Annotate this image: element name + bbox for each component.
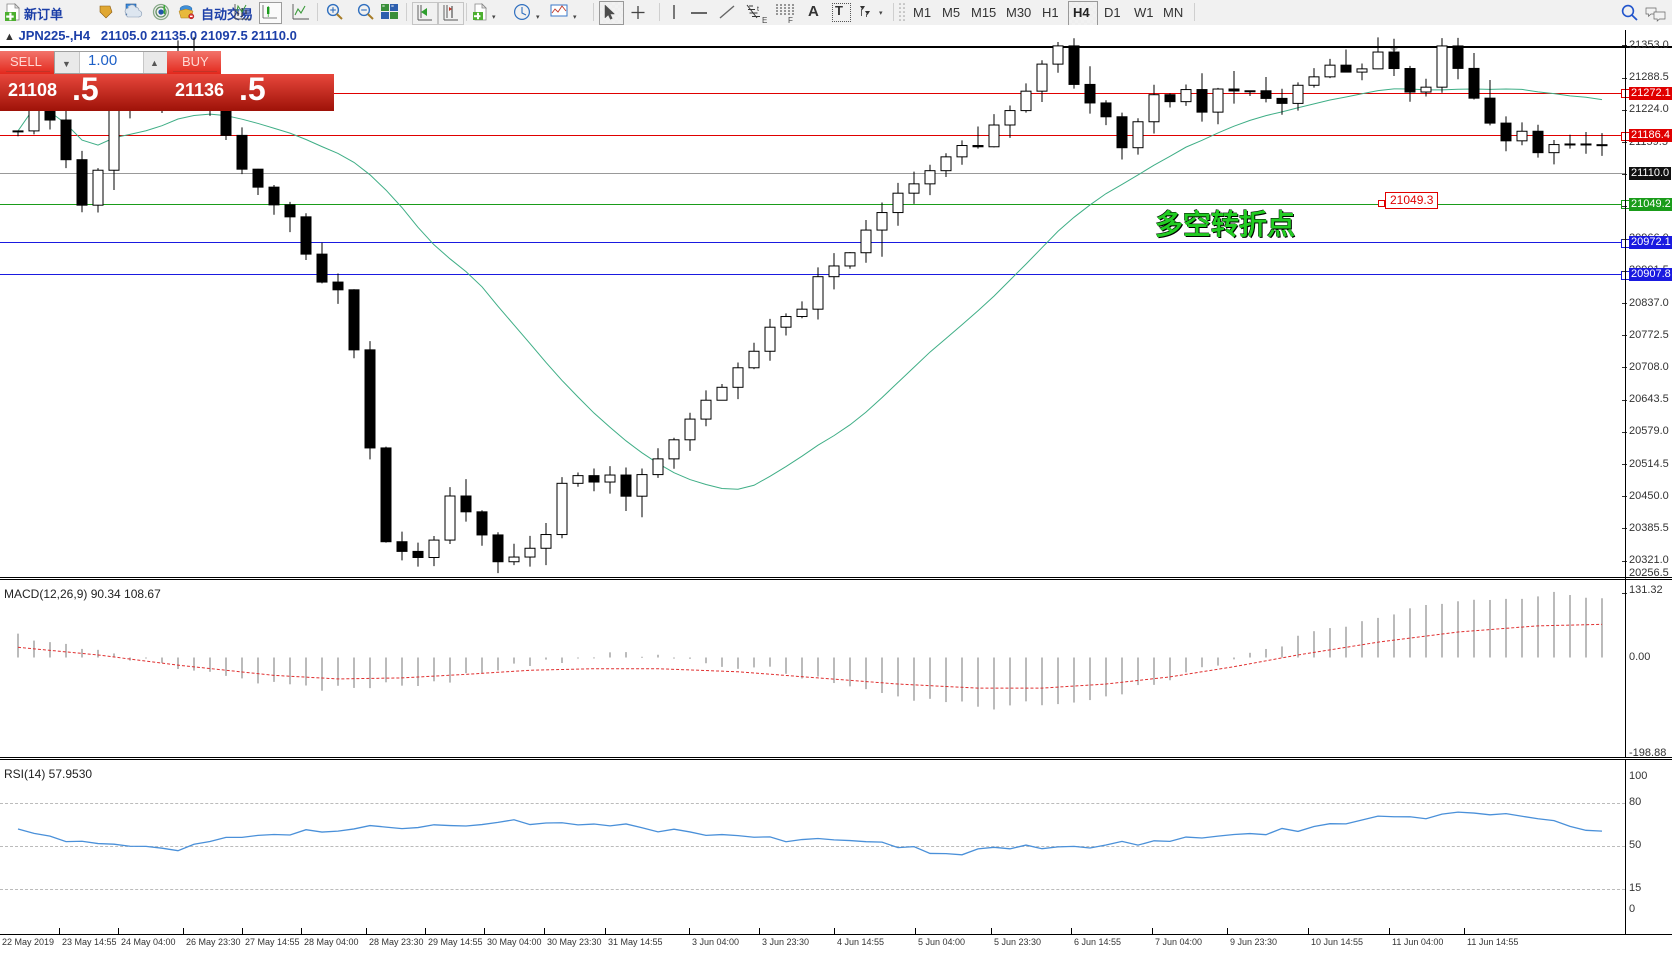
svg-text:t: t — [757, 6, 759, 13]
